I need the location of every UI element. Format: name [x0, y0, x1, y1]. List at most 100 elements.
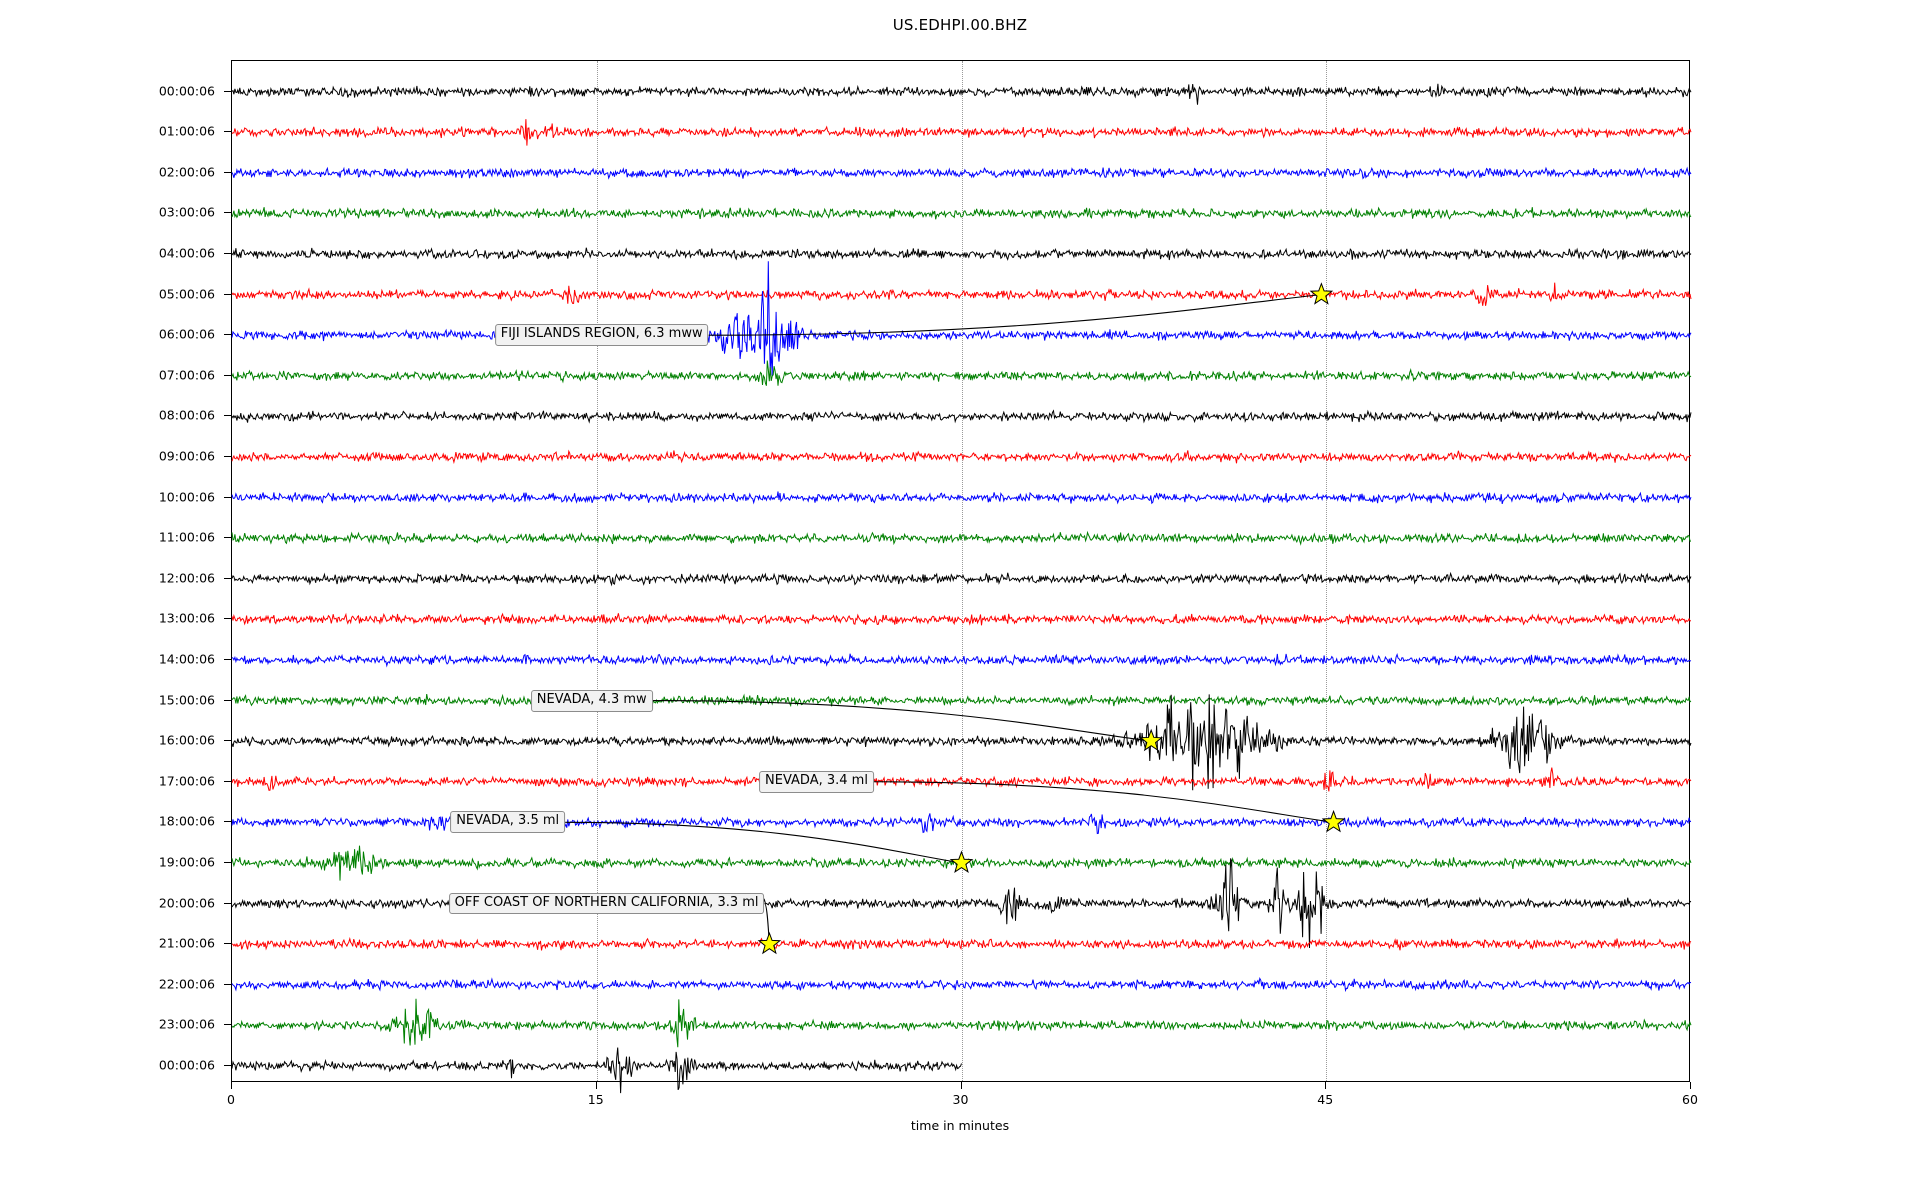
y-tick-mark-0: [224, 90, 231, 92]
y-tick-mark-1: [224, 131, 231, 133]
y-tick-mark-24: [224, 1064, 231, 1066]
plot-area: FIJI ISLANDS REGION, 6.3 mww NEVADA, 4.3 …: [231, 60, 1692, 1094]
x-tick-mark-60: [1690, 1082, 1691, 1089]
y-tick-label-23: 23:00:06: [158, 1016, 215, 1032]
y-tick-mark-21: [224, 943, 231, 945]
y-tick-mark-20: [224, 902, 231, 904]
y-tick-mark-17: [224, 780, 231, 782]
y-tick-label-16: 16:00:06: [158, 732, 215, 748]
leader-path: [652, 700, 1152, 742]
y-tick-label-10: 10:00:06: [158, 489, 215, 505]
y-tick-mark-19: [224, 861, 231, 863]
x-tick-label-45: 45: [1317, 1092, 1334, 1107]
trace-row-3: [231, 206, 1692, 220]
star-icon[interactable]: [1309, 282, 1334, 305]
trace-polyline: [231, 360, 1692, 386]
event-marker-nevada-34[interactable]: [232, 61, 1691, 1083]
trace-polyline: [231, 166, 1692, 180]
y-tick-mark-2: [224, 171, 231, 173]
leader-path: [873, 781, 1334, 823]
grid-line-x-45: [1326, 61, 1328, 1081]
y-tick-label-12: 12:00:06: [158, 570, 215, 586]
y-tick-label-4: 04:00:06: [158, 245, 215, 261]
y-tick-label-19: 19:00:06: [158, 854, 215, 870]
y-tick-label-11: 11:00:06: [158, 529, 215, 545]
trace-polyline: [231, 83, 1692, 105]
y-tick-label-17: 17:00:06: [158, 773, 215, 789]
y-tick-label-20: 20:00:06: [158, 895, 215, 911]
y-tick-mark-13: [224, 618, 231, 620]
trace-row-12: [231, 571, 1692, 587]
event-marker-fiji[interactable]: [232, 61, 1691, 1083]
y-tick-label-24: 00:00:06: [158, 1057, 215, 1073]
y-tick-label-9: 09:00:06: [158, 448, 215, 464]
x-tick-mark-0: [231, 1082, 232, 1089]
trace-polyline: [231, 767, 1692, 792]
y-tick-label-7: 07:00:06: [158, 367, 215, 383]
x-tick-mark-30: [960, 1082, 962, 1089]
event-marker-nevada-35[interactable]: [232, 61, 1691, 1083]
y-tick-mark-6: [224, 334, 231, 336]
trace-polyline: [231, 653, 1692, 668]
trace-row-4: [231, 247, 1692, 261]
trace-polyline: [231, 530, 1691, 546]
trace-row-8: [231, 409, 1692, 424]
grid-line-x-15: [596, 61, 598, 1081]
leader-path: [565, 821, 962, 864]
x-tick-label-0: 0: [227, 1092, 235, 1107]
trace-row-13: [231, 612, 1692, 626]
trace-polyline: [231, 998, 1692, 1048]
leader-path: [763, 902, 770, 945]
y-tick-mark-7: [224, 374, 231, 376]
trace-row-14: [231, 653, 1692, 668]
grid-layer: [232, 61, 1689, 1081]
event-callout-ncal-33[interactable]: OFF COAST OF NORTHERN CALIFORNIA, 3.3 ml: [448, 892, 765, 915]
y-tick-mark-22: [224, 983, 231, 985]
event-marker-ncal-33[interactable]: [232, 61, 1691, 1083]
y-tick-label-6: 06:00:06: [158, 326, 215, 342]
event-callout-fiji[interactable]: FIJI ISLANDS REGION, 6.3 mww: [494, 324, 709, 347]
marker-layer: FIJI ISLANDS REGION, 6.3 mww NEVADA, 4.3 …: [232, 61, 1689, 1081]
y-tick-mark-9: [224, 456, 231, 457]
trace-row-9: [231, 449, 1692, 465]
y-tick-mark-3: [224, 212, 231, 214]
y-tick-label-1: 01:00:06: [158, 123, 215, 139]
star-icon[interactable]: [949, 850, 974, 874]
event-callout-nevada-43[interactable]: NEVADA, 4.3 mw: [530, 689, 653, 712]
y-tick-mark-5: [224, 293, 231, 295]
y-tick-label-3: 03:00:06: [158, 204, 215, 220]
y-tick-label-5: 05:00:06: [158, 286, 215, 302]
star-icon[interactable]: [1321, 809, 1346, 833]
page-title: US.EDHPI.00.BHZ: [892, 16, 1028, 34]
trace-polyline: [231, 491, 1692, 505]
trace-layer: [231, 61, 1692, 1094]
trace-row-1: [231, 119, 1692, 146]
x-tick-mark-45: [1325, 1082, 1327, 1089]
y-tick-label-18: 18:00:06: [158, 813, 215, 829]
y-tick-label-22: 22:00:06: [158, 976, 215, 992]
event-callout-nevada-35[interactable]: NEVADA, 3.5 ml: [450, 811, 566, 834]
event-callout-nevada-34[interactable]: NEVADA, 3.4 ml: [759, 770, 874, 793]
leader-line-nevada-43: [652, 700, 1152, 742]
trace-polyline: [231, 409, 1692, 424]
y-tick-label-8: 08:00:06: [158, 407, 215, 423]
trace-row-23: [231, 998, 1692, 1048]
trace-row-7: [231, 360, 1692, 386]
y-tick-mark-14: [224, 658, 231, 660]
trace-row-17: [231, 767, 1692, 792]
y-tick-mark-12: [224, 577, 231, 579]
x-tick-label-15: 15: [587, 1092, 604, 1107]
star-icon[interactable]: [1139, 728, 1163, 752]
y-tick-label-14: 14:00:06: [158, 651, 215, 667]
y-tick-label-21: 21:00:06: [158, 935, 215, 951]
trace-polyline: [231, 936, 1692, 951]
event-marker-nevada-43[interactable]: [232, 61, 1691, 1083]
x-axis-title: time in minutes: [910, 1118, 1010, 1133]
trace-polyline: [231, 449, 1692, 465]
y-tick-mark-15: [224, 699, 231, 701]
y-tick-label-13: 13:00:06: [158, 610, 215, 626]
leader-line-nevada-34: [873, 781, 1334, 823]
star-icon[interactable]: [757, 931, 782, 955]
y-tick-mark-23: [224, 1024, 231, 1026]
